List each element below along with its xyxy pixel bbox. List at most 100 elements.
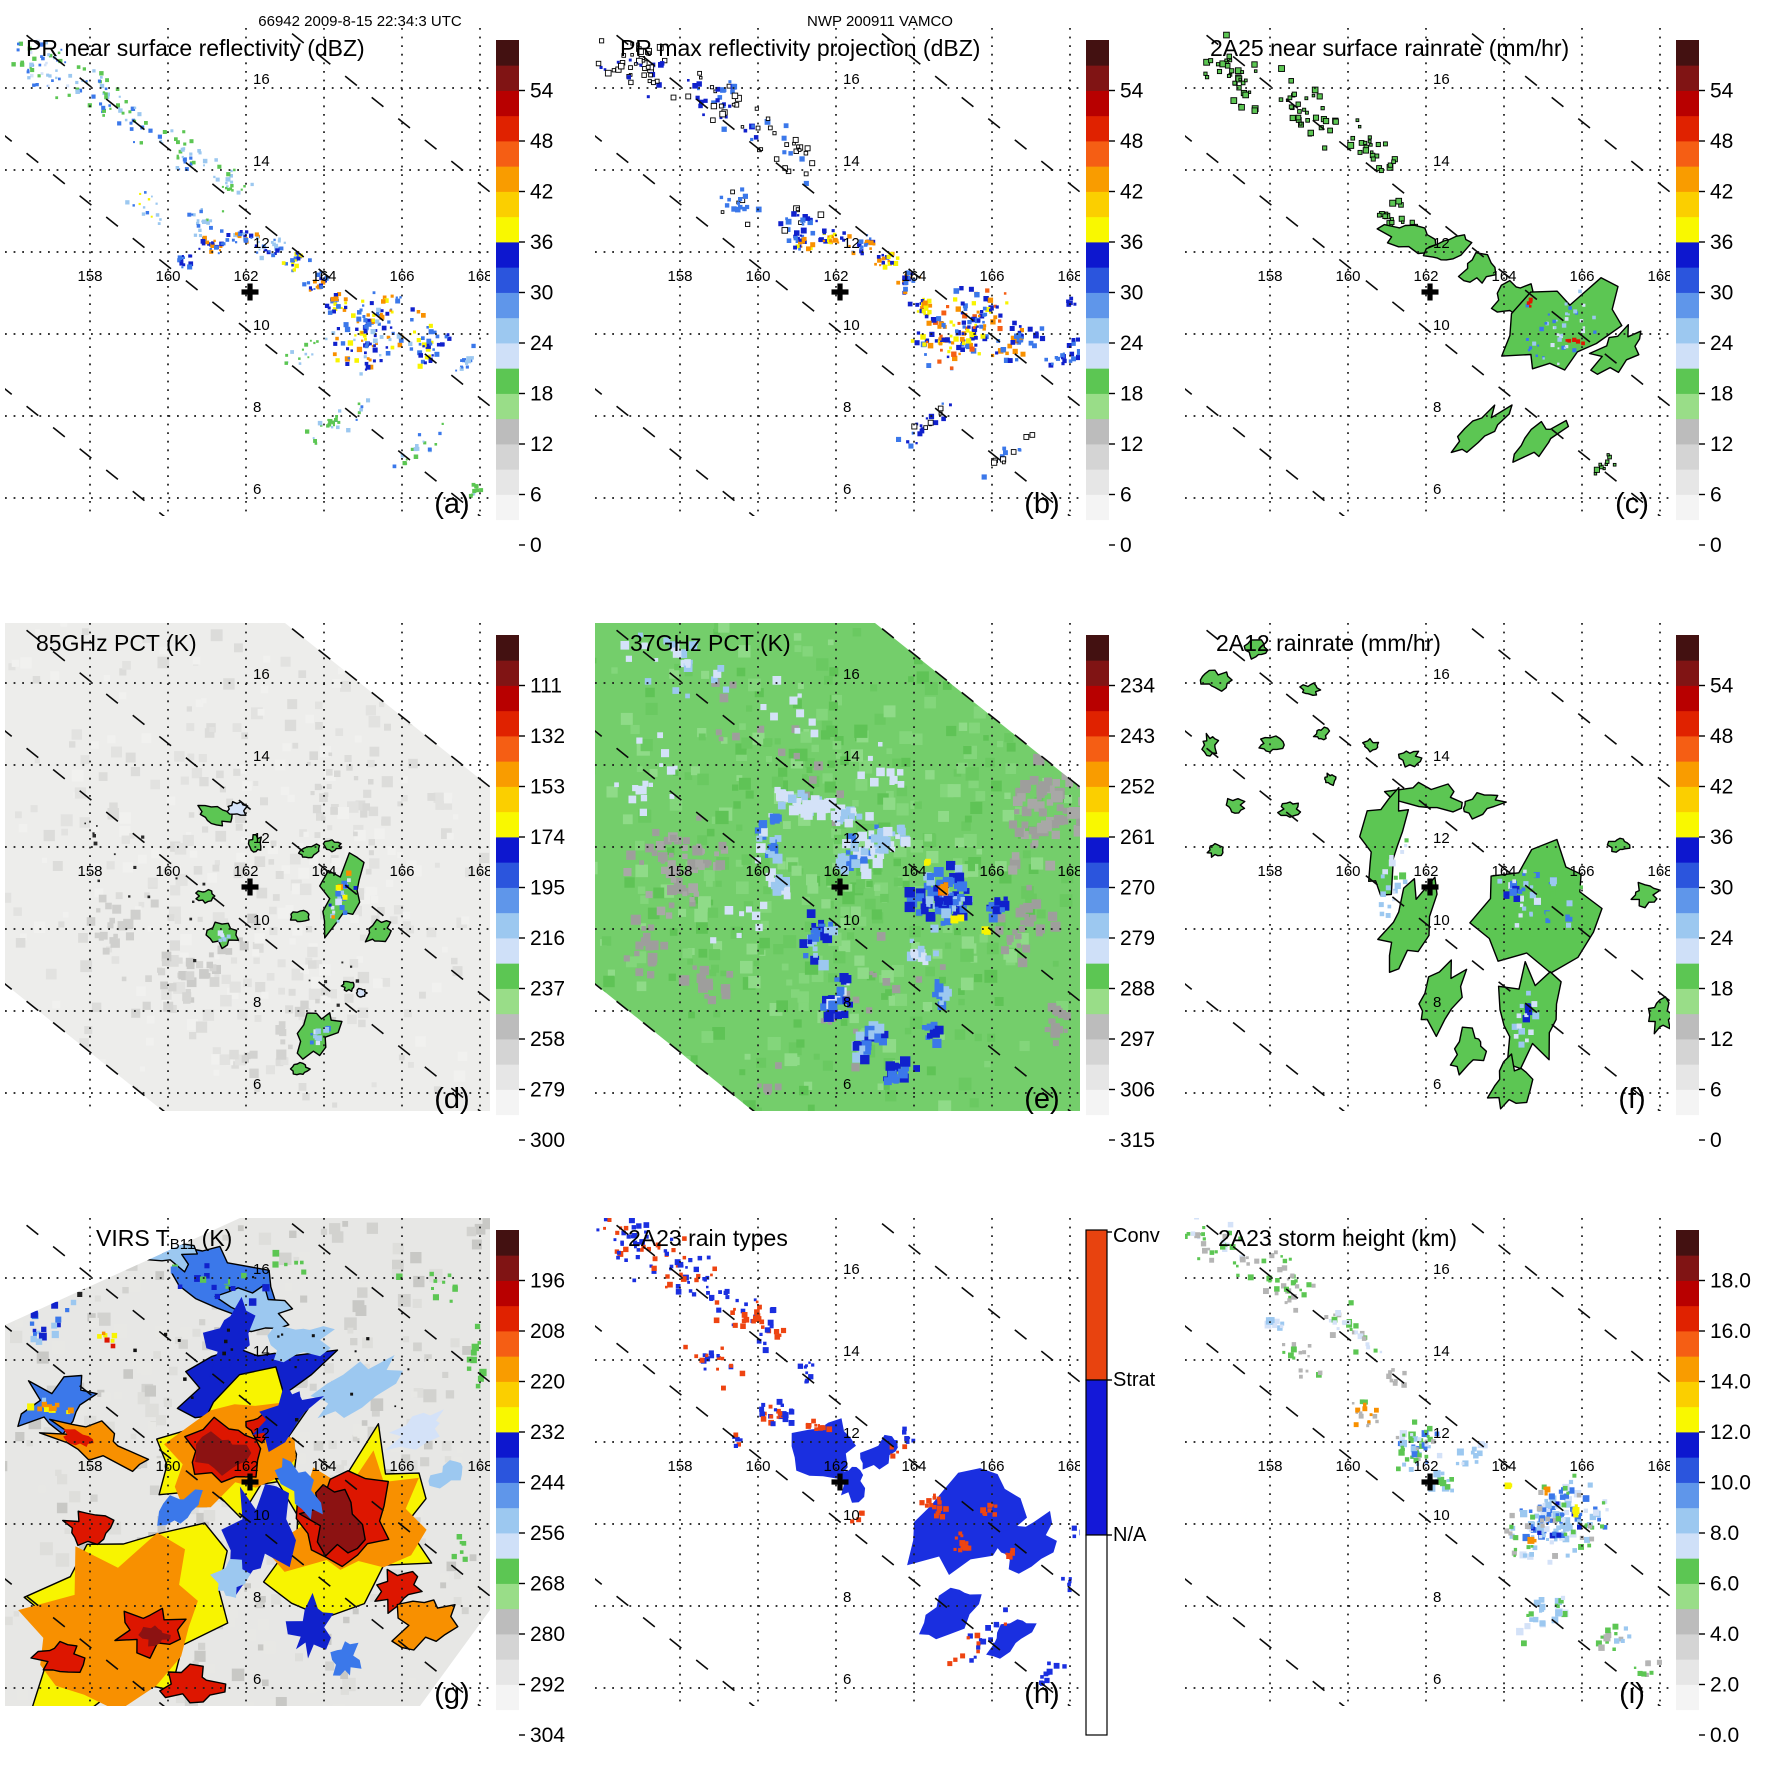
colorbar-tick-label: 279 bbox=[1120, 927, 1155, 950]
colorbar-tick-label: 42 bbox=[1710, 776, 1733, 799]
colorbar-tick-label: 196 bbox=[530, 1270, 565, 1293]
lat-tick-label: 12 bbox=[843, 830, 860, 847]
lat-tick-label: 14 bbox=[843, 153, 860, 170]
lat-tick-label: 14 bbox=[1433, 153, 1450, 170]
colorbar-tick-label: 153 bbox=[530, 776, 565, 799]
lon-tick-label: 158 bbox=[77, 1458, 102, 1475]
colorbar-tick-label: 306 bbox=[1120, 1079, 1155, 1102]
panel-c-data-field bbox=[1203, 31, 1642, 476]
swath-edge-dashed-line bbox=[1463, 623, 1670, 789]
lat-tick-label: 16 bbox=[1433, 1261, 1450, 1278]
colorbar-tick-label: 132 bbox=[530, 725, 565, 748]
colorbar-tick-label: 36 bbox=[1710, 231, 1733, 254]
colorbar-tick-label: 12 bbox=[1710, 1028, 1733, 1051]
colorbar-tick-label: 0 bbox=[530, 534, 542, 557]
storm-center-marker plus-icon bbox=[1421, 1473, 1439, 1491]
lon-tick-label: 164 bbox=[901, 863, 926, 880]
lat-tick-label: 6 bbox=[1433, 1076, 1441, 1093]
colorbar-tick-label: 36 bbox=[1120, 231, 1143, 254]
lat-tick-label: 8 bbox=[1433, 1589, 1441, 1606]
colorbar-tick-label: 12 bbox=[530, 433, 553, 456]
lon-tick-label: 162 bbox=[1413, 1458, 1438, 1475]
colorbar-tick-label: 4.0 bbox=[1710, 1623, 1739, 1646]
colorbar-tick-label: 0 bbox=[1710, 534, 1722, 557]
lat-tick-label: 12 bbox=[253, 235, 270, 252]
lat-tick-label: 8 bbox=[253, 399, 261, 416]
lat-tick-label: 8 bbox=[1433, 399, 1441, 416]
lon-tick-label: 158 bbox=[667, 1458, 692, 1475]
lat-tick-label: 8 bbox=[1433, 994, 1441, 1011]
panel-e-map: 158 160 162 164 166 168 16 14 12 10 8 6 37GHz PCT (K… bbox=[595, 623, 1155, 1152]
colorbar-tick-label: 18 bbox=[530, 383, 553, 406]
lat-tick-label: 10 bbox=[843, 1507, 860, 1524]
colorbar-tick-label: 12 bbox=[1710, 433, 1733, 456]
colorbar-tick-label: 6 bbox=[1710, 1079, 1722, 1102]
lon-tick-label: 168 bbox=[1647, 863, 1672, 880]
lat-lon-grid: 158 160 162 164 166 168 16 14 12 10 8 6 bbox=[595, 1218, 1080, 1706]
colorbar-tick-label: 18 bbox=[1120, 383, 1143, 406]
lat-tick-label: 8 bbox=[843, 994, 851, 1011]
storm-center-marker plus-icon bbox=[831, 1473, 849, 1491]
colorbar-tick-label: 6 bbox=[530, 484, 542, 507]
colorbar-tick-label: 30 bbox=[1710, 877, 1733, 900]
colorbar-label: Strat bbox=[1113, 1369, 1156, 1391]
lon-tick-label: 168 bbox=[1057, 268, 1082, 285]
colorbar-tick-label: 300 bbox=[530, 1129, 565, 1152]
lon-tick-label: 162 bbox=[823, 1458, 848, 1475]
colorbar-tick-label: 42 bbox=[1120, 181, 1143, 204]
lat-tick-label: 10 bbox=[1433, 912, 1450, 929]
panel-a-title: PR near surface reflectivity (dBZ) bbox=[26, 35, 365, 61]
lat-tick-label: 12 bbox=[1433, 1425, 1450, 1442]
lon-tick-label: 168 bbox=[467, 863, 492, 880]
colorbar-tick-label: 2.0 bbox=[1710, 1674, 1739, 1697]
lon-tick-label: 166 bbox=[979, 268, 1004, 285]
lat-lon-grid: 158 160 162 164 166 168 16 14 12 10 8 6 bbox=[1185, 1218, 1672, 1706]
lon-tick-label: 168 bbox=[1647, 268, 1672, 285]
lat-tick-label: 6 bbox=[253, 481, 261, 498]
lon-tick-label: 164 bbox=[311, 1458, 336, 1475]
sensor-swath-region bbox=[5, 623, 490, 1111]
colorbar-tick-label: 30 bbox=[530, 282, 553, 305]
swath-edge-dashed-line bbox=[873, 1218, 1080, 1384]
panel-a-colorbar: 54 48 42 36 30 24 18 12 6 0 bbox=[496, 40, 554, 557]
lon-tick-label: 160 bbox=[155, 863, 180, 880]
colorbar-tick-label: 234 bbox=[1120, 675, 1155, 698]
panel-i-data-field bbox=[1185, 1218, 1662, 1677]
lat-tick-label: 12 bbox=[1433, 830, 1450, 847]
lat-lon-grid: 158 160 162 164 166 168 16 14 12 10 8 6 bbox=[1185, 623, 1672, 1111]
lon-tick-label: 166 bbox=[979, 1458, 1004, 1475]
lat-lon-grid: 158 160 162 164 166 168 16 14 12 10 8 6 bbox=[1185, 28, 1672, 516]
panel-e-colorbar: 234 243 252 261 270 279 288 297 306 315 bbox=[1086, 635, 1155, 1152]
lon-tick-label: 164 bbox=[901, 268, 926, 285]
colorbar-tick-label: 208 bbox=[530, 1320, 565, 1343]
lat-tick-label: 14 bbox=[843, 1343, 860, 1360]
lat-tick-label: 8 bbox=[253, 1589, 261, 1606]
lat-tick-label: 10 bbox=[1433, 1507, 1450, 1524]
lon-tick-label: 166 bbox=[389, 1458, 414, 1475]
colorbar-tick-label: 111 bbox=[530, 675, 562, 698]
colorbar-tick-label: 195 bbox=[530, 877, 565, 900]
panel-g-colorbar: 196 208 220 232 244 256 268 280 292 304 bbox=[496, 1230, 565, 1747]
storm-center-marker plus-icon bbox=[831, 878, 849, 896]
lon-tick-label: 160 bbox=[1335, 863, 1360, 880]
panel-d-title: 85GHz PCT (K) bbox=[36, 630, 197, 656]
swath-edge-dashed-line bbox=[1463, 28, 1670, 194]
colorbar-tick-label: 0 bbox=[1710, 1129, 1722, 1152]
colorbar-tick-label: 268 bbox=[530, 1573, 565, 1596]
lon-tick-label: 164 bbox=[311, 863, 336, 880]
colorbar-label: Conv bbox=[1113, 1225, 1160, 1247]
panel-e-title: 37GHz PCT (K) bbox=[630, 630, 791, 656]
colorbar-tick-label: 18 bbox=[1710, 383, 1733, 406]
colorbar-tick-label: 42 bbox=[530, 181, 553, 204]
lon-tick-label: 168 bbox=[1647, 1458, 1672, 1475]
lat-tick-label: 16 bbox=[1433, 71, 1450, 88]
swath-edge-dashed-line bbox=[595, 729, 1072, 1111]
lon-tick-label: 166 bbox=[1569, 268, 1594, 285]
orbit-timestamp-header: 66942 2009-8-15 22:34:3 UTC bbox=[258, 13, 462, 30]
swath-edge-dashed-line bbox=[283, 1218, 490, 1384]
lat-lon-grid: 158 160 162 164 166 168 16 14 12 10 8 6 bbox=[595, 623, 1080, 1111]
colorbar-tick-label: 297 bbox=[1120, 1028, 1155, 1051]
swath-edge-dashed-line bbox=[873, 28, 1080, 194]
swath-edge-dashed-line bbox=[606, 623, 1080, 1003]
lon-tick-label: 158 bbox=[1257, 863, 1282, 880]
